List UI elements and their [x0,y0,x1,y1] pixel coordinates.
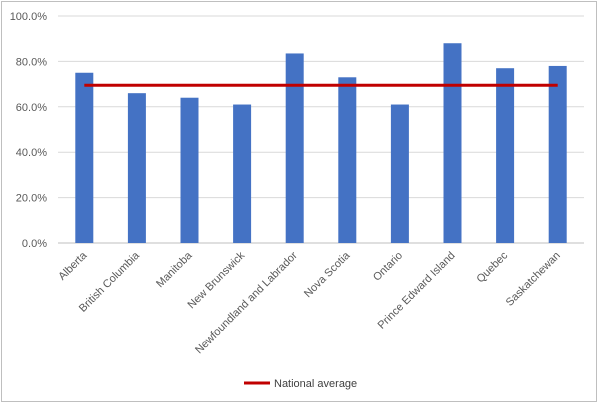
y-tick-label: 80.0% [16,56,47,68]
bar [233,104,252,243]
y-axis-ticks: 0.0% 20.0% 40.0% 60.0% 80.0% 100.0% [10,11,48,250]
bar [496,68,515,244]
x-tick-label: Ontario [371,250,405,284]
x-tick-label: Manitoba [154,249,195,290]
y-tick-label: 100.0% [10,11,48,23]
y-tick-label: 0.0% [22,238,47,250]
y-tick-label: 40.0% [16,147,47,159]
bar [127,93,146,244]
bar [390,104,409,243]
legend-label-national-average: National average [274,378,357,390]
bar [338,77,357,243]
bar [443,43,462,243]
bar [548,65,567,243]
bar [180,97,199,243]
x-tick-label: Newfoundland and Labrador [193,249,300,356]
x-tick-label: Nova Scotia [302,249,353,300]
legend: National average [244,378,357,390]
bar [285,53,304,243]
x-tick-label: Saskatchewan [504,250,563,309]
bars [75,43,567,244]
x-tick-label: Alberta [56,249,90,283]
y-tick-label: 60.0% [16,102,47,114]
y-tick-label: 20.0% [16,193,47,205]
bar [75,72,94,243]
x-tick-label: Quebec [474,249,510,285]
